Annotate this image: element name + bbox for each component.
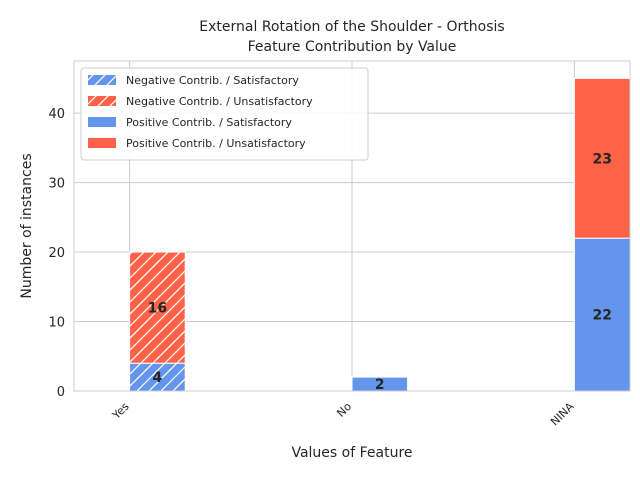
y-tick-label: 0 (57, 385, 65, 400)
chart-title-line-2: Feature Contribution by Value (248, 39, 457, 55)
legend-entry-label: Positive Contrib. / Satisfactory (126, 116, 292, 129)
y-tick-label: 30 (48, 177, 65, 192)
x-tick-label: NINA (548, 400, 577, 429)
x-tick-label: No (334, 400, 354, 420)
bars (129, 77, 631, 392)
x-tick-label: Yes (109, 400, 132, 423)
bar-hatch (129, 252, 186, 364)
legend-swatch-hatch (88, 96, 116, 106)
bar-value-label: 2 (375, 377, 385, 393)
x-axis-label: Values of Feature (291, 445, 412, 461)
plot-frame (73, 60, 631, 392)
legend-box (80, 67, 369, 161)
bar-value-label: 4 (153, 370, 163, 386)
bar-value-label: 16 (148, 301, 167, 317)
y-axis-label: Number of instances (19, 153, 35, 298)
legend-entry-label: Negative Contrib. / Satisfactory (126, 74, 299, 87)
y-tick-label: 10 (48, 316, 65, 331)
bar-value-label: 23 (592, 151, 611, 167)
legend-swatch (88, 138, 116, 148)
legend: Negative Contrib. / Satisfactory Negative… (80, 67, 369, 161)
y-tick-label: 20 (48, 246, 65, 261)
legend-entry-label: Positive Contrib. / Unsatisfactory (126, 137, 306, 150)
y-tick-label: 40 (48, 107, 65, 122)
legend-entry-label: Negative Contrib. / Unsatisfactory (126, 95, 313, 108)
legend-swatch (88, 117, 116, 127)
chart-title-line-1: External Rotation of the Shoulder - Orth… (199, 19, 504, 35)
bar-value-label: 22 (592, 308, 611, 324)
bar-segment (573, 237, 631, 392)
bar-hatch (129, 363, 186, 391)
legend-swatch-hatch (88, 75, 116, 85)
